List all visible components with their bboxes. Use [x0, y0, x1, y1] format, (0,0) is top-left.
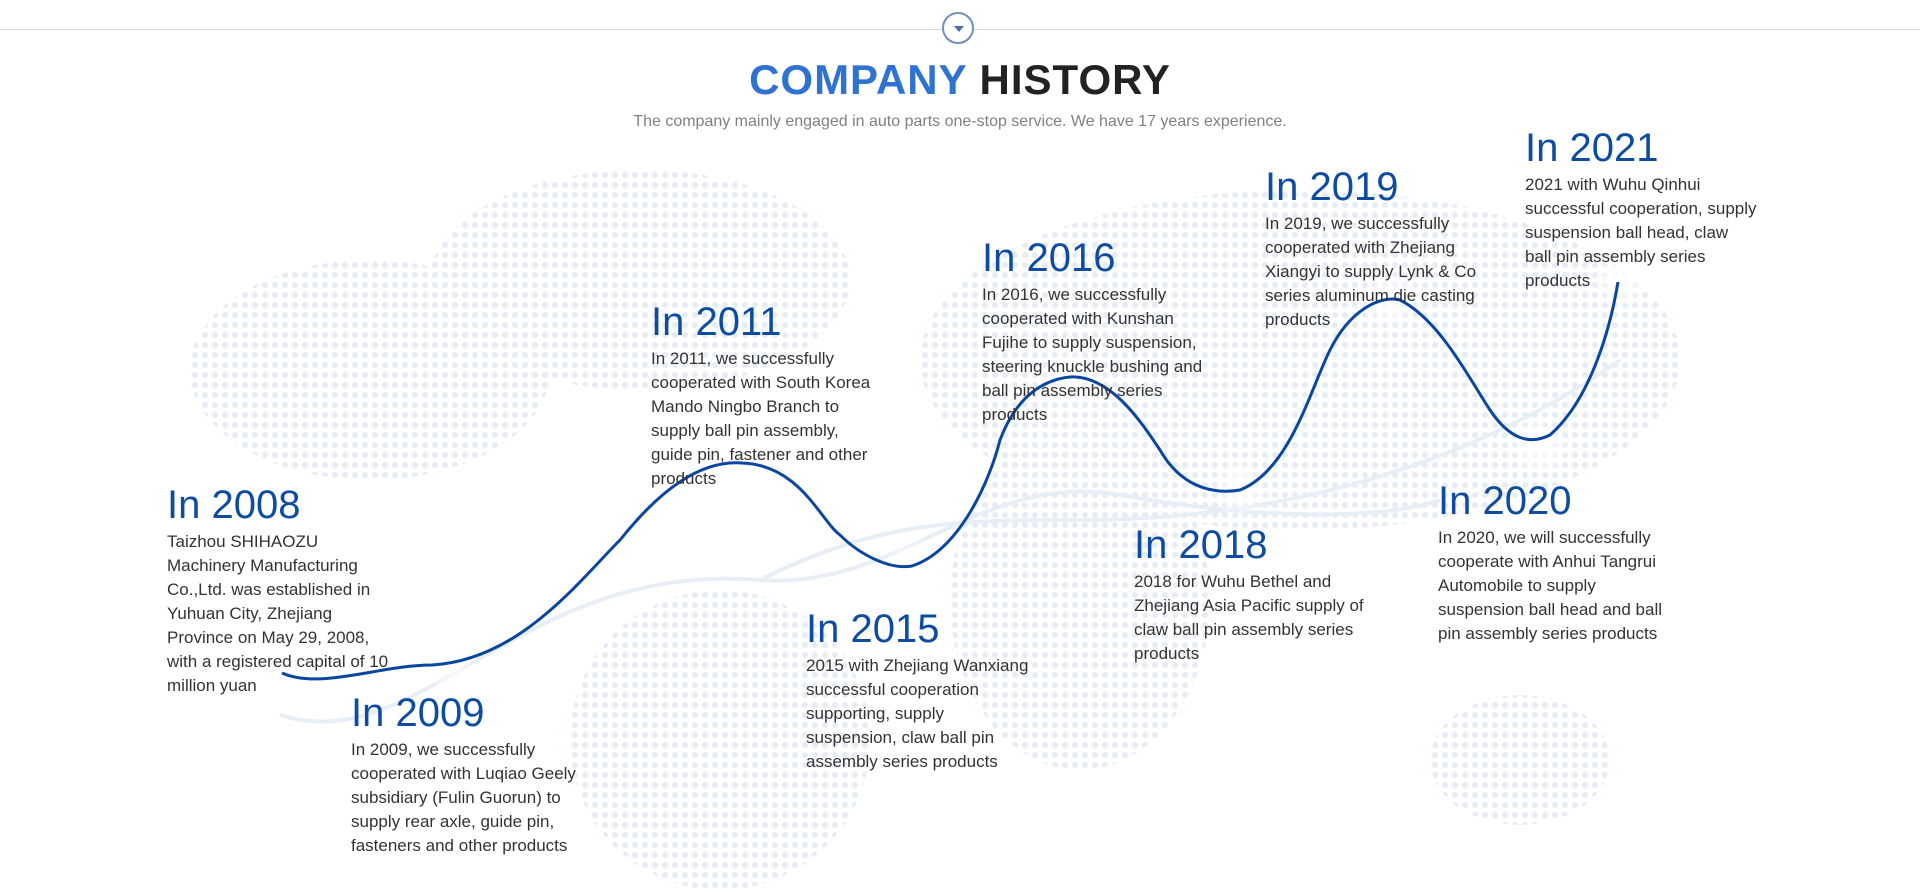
event-year: In 2019	[1265, 165, 1399, 209]
timeline-event: In 2021 2021 with Wuhu Qinhui successful …	[1525, 125, 1757, 293]
event-year: In 2015	[806, 607, 940, 651]
event-text: 2021 with Wuhu Qinhui successful coopera…	[1525, 175, 1757, 290]
title-part: HISTORY	[979, 56, 1171, 103]
event-text: 2018 for Wuhu Bethel and Zhejiang Asia P…	[1134, 572, 1364, 663]
timeline-event: In 2018 2018 for Wuhu Bethel and Zhejiang…	[1134, 522, 1366, 666]
event-text: Taizhou SHIHAOZU Machinery Manufacturing…	[167, 532, 389, 695]
event-year: In 2018	[1134, 523, 1268, 567]
event-year: In 2009	[351, 691, 485, 735]
timeline-event: In 2009 In 2009, we successfully cooperat…	[351, 690, 583, 858]
event-year: In 2020	[1438, 479, 1572, 523]
world-map	[190, 170, 1680, 890]
timeline-event: In 2015 2015 with Zhejiang Wanxiang succe…	[806, 606, 1038, 774]
timeline-event: In 2016 In 2016, we successfully cooperat…	[982, 235, 1214, 427]
event-text: In 2011, we successfully cooperated with…	[651, 349, 871, 488]
title-part: COMPANY	[749, 56, 967, 103]
event-text: In 2016, we successfully cooperated with…	[982, 285, 1203, 424]
timeline-event: In 2008 Taizhou SHIHAOZU Machinery Manufa…	[167, 482, 399, 698]
event-year: In 2011	[651, 300, 782, 344]
timeline-curve	[281, 281, 1620, 681]
subtitle: The company mainly engaged in auto parts…	[633, 113, 1287, 130]
event-year: In 2021	[1525, 126, 1659, 170]
event-text: 2015 with Zhejiang Wanxiang successful c…	[806, 656, 1029, 771]
page-title: COMPANY HISTORY	[0, 56, 1920, 104]
event-year: In 2008	[167, 483, 301, 527]
timeline-event: In 2019 In 2019, we successfully cooperat…	[1265, 164, 1497, 332]
timeline-event: In 2020 In 2020, we will successfully coo…	[1438, 478, 1670, 646]
event-text: In 2020, we will successfully cooperate …	[1438, 528, 1663, 643]
timeline-event: In 2011 In 2011, we successfully cooperat…	[651, 299, 883, 491]
event-text: In 2009, we successfully cooperated with…	[351, 740, 576, 855]
collapse-button[interactable]	[942, 12, 974, 44]
event-text: In 2019, we successfully cooperated with…	[1265, 214, 1477, 329]
event-year: In 2016	[982, 236, 1116, 280]
